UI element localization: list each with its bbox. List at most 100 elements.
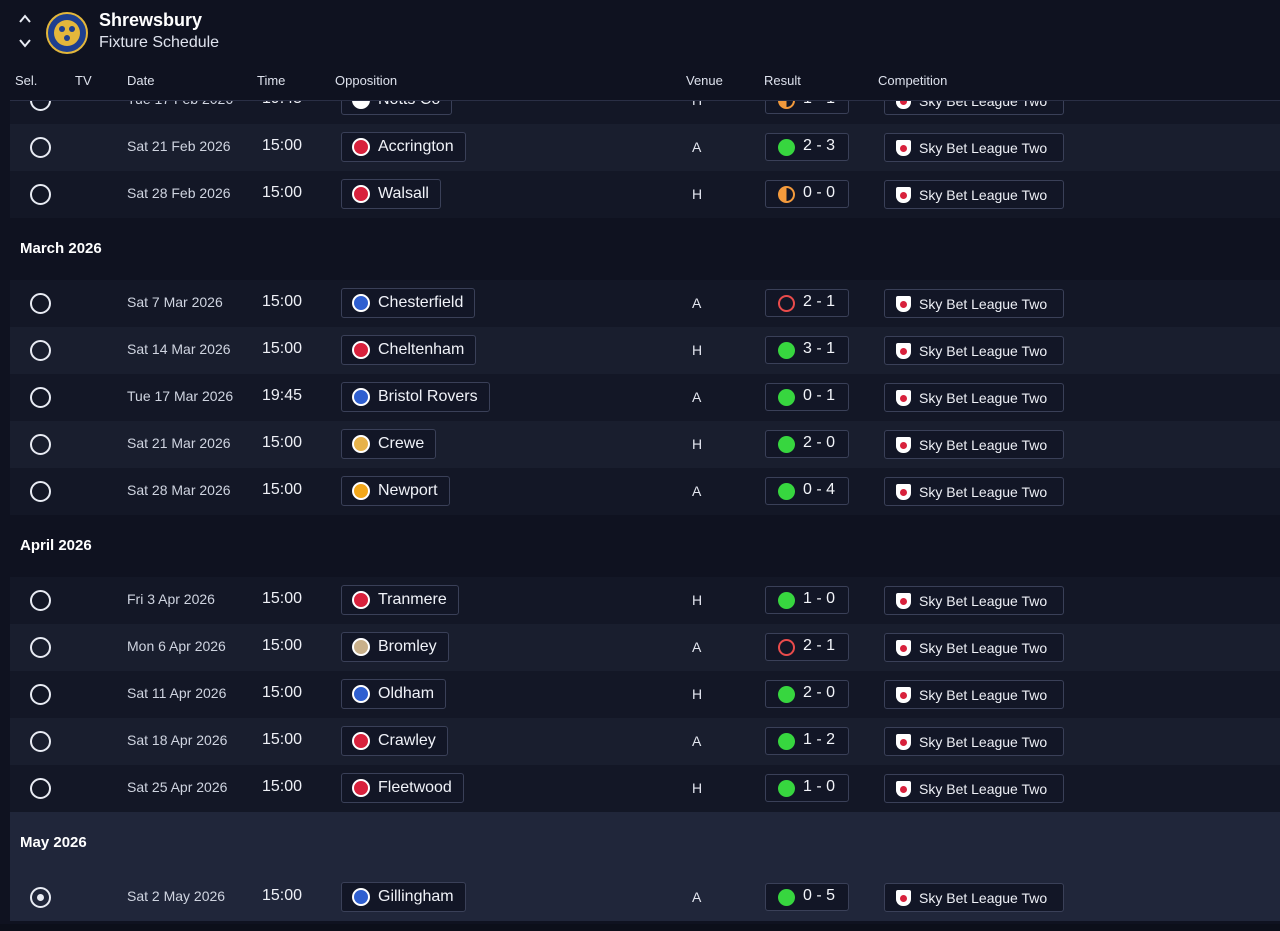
result-button[interactable]: 1 - 2 [765, 727, 849, 755]
opponent-button[interactable]: Crewe [341, 429, 437, 459]
select-radio[interactable] [30, 184, 51, 205]
competition-button[interactable]: Sky Bet League Two [884, 883, 1064, 912]
league-shield-icon [896, 437, 911, 453]
fixture-list[interactable]: Tue 17 Feb 2026 19:45 Notts Co H 1 - 1 Sky Be… [10, 100, 1280, 921]
league-shield-icon [896, 734, 911, 750]
fixture-date: Tue 17 Mar 2026 [127, 388, 234, 404]
result-button[interactable]: 0 - 4 [765, 477, 849, 505]
result-button[interactable]: 0 - 5 [765, 883, 849, 911]
table-row[interactable]: Sat 14 Mar 2026 15:00 Cheltenham H 3 - 1 Sky … [10, 327, 1280, 374]
result-button[interactable]: 3 - 1 [765, 336, 849, 364]
club-name[interactable]: Shrewsbury [99, 10, 203, 30]
opponent-button[interactable]: Fleetwood [341, 773, 464, 803]
table-row[interactable]: Fri 3 Apr 2026 15:00 Tranmere H 1 - 0 Sky Bet… [10, 577, 1280, 624]
competition-button[interactable]: Sky Bet League Two [884, 289, 1064, 318]
result-button[interactable]: 2 - 0 [765, 430, 849, 458]
select-radio[interactable] [30, 387, 51, 408]
table-row[interactable]: Tue 17 Feb 2026 19:45 Notts Co H 1 - 1 Sky Be… [10, 101, 1280, 124]
competition-name: Sky Bet League Two [919, 640, 1048, 656]
select-radio[interactable] [30, 887, 51, 908]
fixture-date: Mon 6 Apr 2026 [127, 638, 226, 654]
table-row[interactable]: Sat 21 Mar 2026 15:00 Crewe H 2 - 0 Sky Bet L… [10, 421, 1280, 468]
chevron-up-icon[interactable] [18, 12, 32, 26]
competition-button[interactable]: Sky Bet League Two [884, 680, 1064, 709]
select-radio[interactable] [30, 293, 51, 314]
column-header-time[interactable]: Time [257, 73, 286, 88]
fixture-time: 15:00 [262, 434, 303, 451]
competition-name: Sky Bet League Two [919, 343, 1048, 359]
result-button[interactable]: 0 - 0 [765, 180, 849, 208]
opponent-button[interactable]: Bristol Rovers [341, 382, 490, 412]
competition-button[interactable]: Sky Bet League Two [884, 633, 1064, 662]
competition-button[interactable]: Sky Bet League Two [884, 180, 1064, 209]
opponent-button[interactable]: Chesterfield [341, 288, 476, 318]
result-button[interactable]: 2 - 1 [765, 633, 849, 661]
fixture-date: Sat 18 Apr 2026 [127, 732, 228, 748]
column-header-competition[interactable]: Competition [878, 73, 948, 88]
competition-button[interactable]: Sky Bet League Two [884, 133, 1064, 162]
competition-button[interactable]: Sky Bet League Two [884, 101, 1064, 115]
table-row[interactable]: Sat 28 Mar 2026 15:00 Newport A 0 - 4 Sky Bet… [10, 468, 1280, 515]
opponent-button[interactable]: Cheltenham [341, 335, 477, 365]
opponent-button[interactable]: Crawley [341, 726, 448, 756]
opponent-badge-icon [352, 779, 370, 797]
result-button[interactable]: 1 - 0 [765, 774, 849, 802]
select-radio[interactable] [30, 637, 51, 658]
select-radio[interactable] [30, 731, 51, 752]
competition-button[interactable]: Sky Bet League Two [884, 336, 1064, 365]
select-radio[interactable] [30, 481, 51, 502]
opponent-button[interactable]: Gillingham [341, 882, 466, 912]
table-row[interactable]: Tue 17 Mar 2026 19:45 Bristol Rovers A 0 - 1… [10, 374, 1280, 421]
column-header-opposition[interactable]: Opposition [335, 73, 398, 88]
table-row[interactable]: Sat 11 Apr 2026 15:00 Oldham H 2 - 0 Sky Bet … [10, 671, 1280, 718]
competition-button[interactable]: Sky Bet League Two [884, 774, 1064, 803]
result-button[interactable]: 2 - 3 [765, 133, 849, 161]
result-button[interactable]: 1 - 0 [765, 586, 849, 614]
opponent-name: Oldham [378, 685, 435, 702]
opponent-button[interactable]: Walsall [341, 179, 441, 209]
column-header-result[interactable]: Result [764, 73, 801, 88]
select-radio[interactable] [30, 684, 51, 705]
opponent-button[interactable]: Newport [341, 476, 450, 506]
competition-button[interactable]: Sky Bet League Two [884, 586, 1064, 615]
select-radio[interactable] [30, 340, 51, 361]
fixture-time: 19:45 [262, 101, 302, 108]
competition-button[interactable]: Sky Bet League Two [884, 727, 1064, 756]
table-row[interactable]: Mon 6 Apr 2026 15:00 Bromley A 2 - 1 Sky Bet … [10, 624, 1280, 671]
opponent-button[interactable]: Accrington [341, 132, 466, 162]
competition-button[interactable]: Sky Bet League Two [884, 477, 1064, 506]
table-row[interactable]: Sat 18 Apr 2026 15:00 Crawley A 1 - 2 Sky Bet… [10, 718, 1280, 765]
fixture-date: Sat 2 May 2026 [127, 888, 226, 904]
table-row[interactable]: Sat 25 Apr 2026 15:00 Fleetwood H 1 - 0 Sky B… [10, 765, 1280, 812]
result-button[interactable]: 2 - 0 [765, 680, 849, 708]
result-button[interactable]: 2 - 1 [765, 289, 849, 317]
opponent-name: Fleetwood [378, 779, 452, 796]
chevron-down-icon[interactable] [18, 36, 32, 50]
select-radio[interactable] [30, 778, 51, 799]
column-header-venue[interactable]: Venue [686, 73, 723, 88]
table-row[interactable]: Sat 7 Mar 2026 15:00 Chesterfield A 2 - 1 Sky… [10, 280, 1280, 327]
select-radio[interactable] [30, 590, 51, 611]
result-draw-icon [778, 101, 795, 109]
club-crest-icon[interactable] [46, 12, 88, 54]
opponent-button[interactable]: Bromley [341, 632, 449, 662]
table-row[interactable]: Sat 28 Feb 2026 15:00 Walsall H 0 - 0 Sky Bet… [10, 171, 1280, 218]
table-row[interactable]: Sat 2 May 2026 15:00 Gillingham A 0 - 5 Sky B… [10, 874, 1280, 921]
result-button[interactable]: 0 - 1 [765, 383, 849, 411]
select-radio[interactable] [30, 434, 51, 455]
opponent-button[interactable]: Tranmere [341, 585, 459, 615]
select-radio[interactable] [30, 101, 51, 111]
opponent-button[interactable]: Oldham [341, 679, 447, 709]
fixture-date: Sat 21 Mar 2026 [127, 435, 231, 451]
column-header-date[interactable]: Date [127, 73, 155, 88]
competition-button[interactable]: Sky Bet League Two [884, 430, 1064, 459]
select-radio[interactable] [30, 137, 51, 158]
column-header-tv[interactable]: TV [75, 73, 92, 88]
fixture-time: 15:00 [262, 684, 303, 701]
column-header-sel[interactable]: Sel. [15, 73, 38, 88]
result-button[interactable]: 1 - 1 [765, 101, 849, 114]
fixture-list-inner: Tue 17 Feb 2026 19:45 Notts Co H 1 - 1 Sky Be… [10, 101, 1280, 921]
table-row[interactable]: Sat 21 Feb 2026 15:00 Accrington A 2 - 3 Sky … [10, 124, 1280, 171]
opponent-button[interactable]: Notts Co [341, 101, 453, 115]
competition-button[interactable]: Sky Bet League Two [884, 383, 1064, 412]
